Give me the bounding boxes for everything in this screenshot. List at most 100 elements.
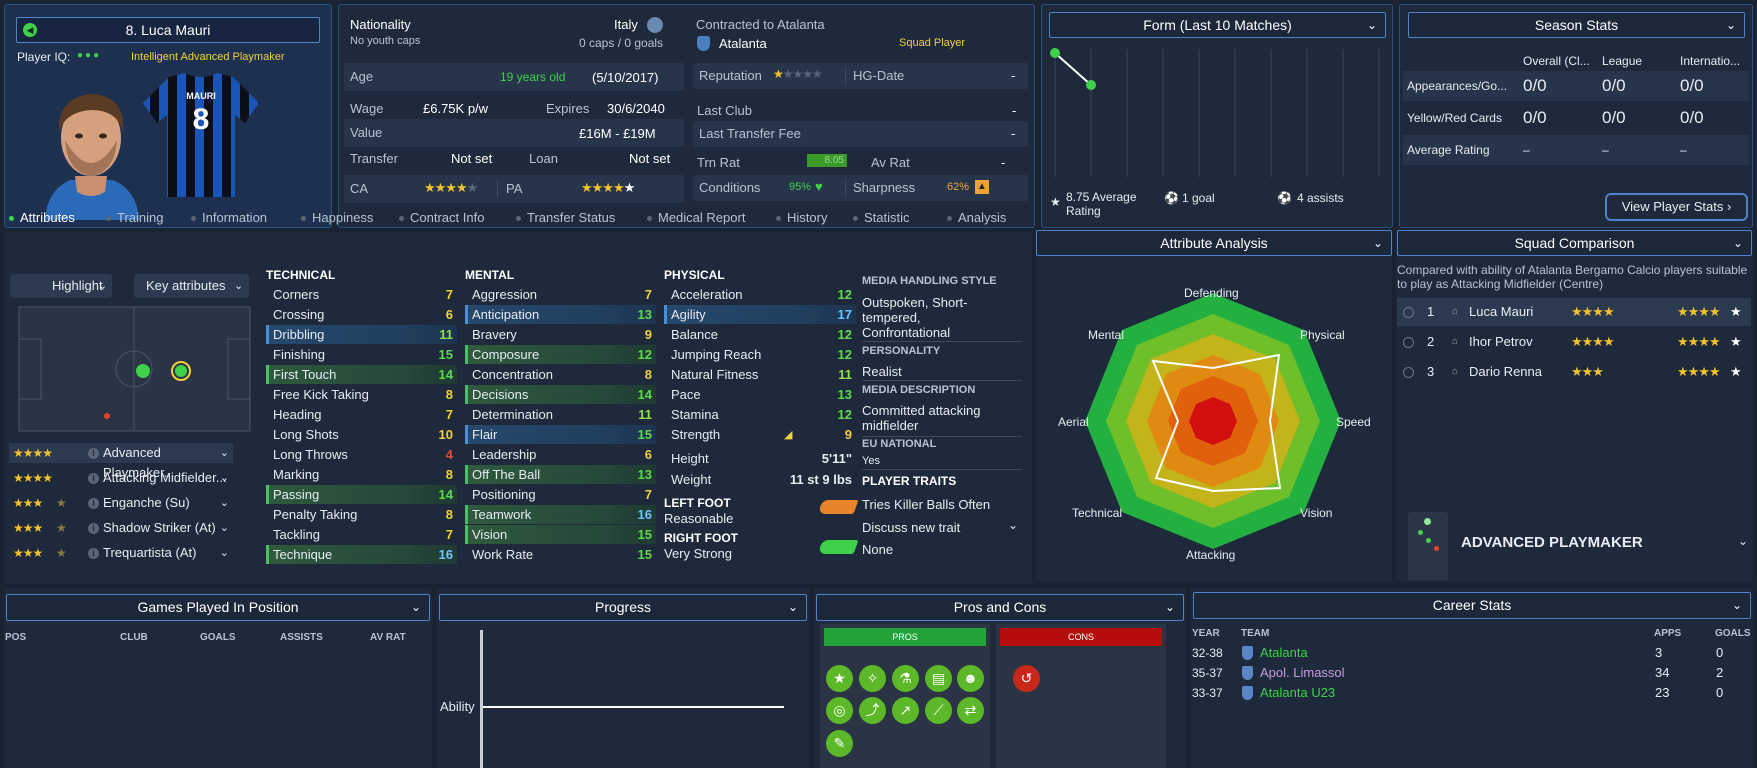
squad-row[interactable]: 1 ⌂ Luca Mauri ★★★★ ★★★★ ★ bbox=[1397, 298, 1751, 326]
highlight-dropdown[interactable]: Highlight ⌄ bbox=[10, 274, 112, 298]
role-half-star: ★ bbox=[56, 496, 67, 510]
attribute-name: Decisions bbox=[472, 387, 529, 402]
handshake-icon[interactable]: ⇄ bbox=[957, 697, 984, 724]
loan-value[interactable]: Not set bbox=[629, 151, 671, 166]
squad-rank: 3 bbox=[1427, 364, 1435, 379]
tab-happiness[interactable]: Happiness bbox=[301, 210, 373, 225]
mini-pitch-icon bbox=[1408, 512, 1448, 580]
tab-statistic[interactable]: Statistic bbox=[853, 210, 910, 225]
progress-dropdown[interactable]: Progress ⌄ bbox=[439, 594, 807, 621]
career-team[interactable]: Atalanta bbox=[1260, 645, 1308, 660]
flask-icon[interactable]: ⚗ bbox=[892, 665, 919, 692]
discuss-trait-button[interactable]: Discuss new trait bbox=[862, 520, 961, 535]
role-name: Enganche (Su) bbox=[103, 495, 190, 510]
tab-contract-info[interactable]: Contract Info bbox=[399, 210, 484, 225]
career-team[interactable]: Atalanta U23 bbox=[1260, 685, 1336, 700]
pass-icon[interactable]: ⟋ bbox=[925, 697, 952, 724]
tab-information[interactable]: Information bbox=[191, 210, 267, 225]
radio-icon[interactable] bbox=[1403, 337, 1414, 348]
chevron-down-icon[interactable]: ⌄ bbox=[1008, 518, 1019, 532]
chevron-down-icon: ⌄ bbox=[1164, 600, 1175, 614]
career-stats-dropdown[interactable]: Career Stats ⌄ bbox=[1193, 592, 1751, 619]
games-played-dropdown[interactable]: Games Played In Position ⌄ bbox=[6, 594, 430, 621]
squad-comparison-desc: Compared with ability of Atalanta Bergam… bbox=[1397, 263, 1748, 291]
attribute-value: 7 bbox=[445, 407, 453, 422]
injury-icon[interactable]: ↺ bbox=[1013, 665, 1040, 692]
squad-player-name[interactable]: Luca Mauri bbox=[1469, 304, 1534, 319]
season-dropdown[interactable]: Season Stats ⌄ bbox=[1408, 12, 1745, 38]
squad-comparison-dropdown[interactable]: Squad Comparison ⌄ bbox=[1397, 230, 1752, 256]
pros-cons-dropdown[interactable]: Pros and Cons ⌄ bbox=[816, 594, 1184, 621]
info-icon[interactable]: i bbox=[88, 548, 99, 559]
squad-row[interactable]: 3 ⌂ Dario Renna ★★★ ★★★★ ★ bbox=[1397, 358, 1751, 386]
tab-analysis[interactable]: Analysis bbox=[947, 210, 1006, 225]
info-icon[interactable]: i bbox=[88, 448, 99, 459]
trait-item: Tries Killer Balls Often bbox=[862, 497, 991, 512]
career-team[interactable]: Apol. Limassol bbox=[1260, 665, 1345, 680]
back-icon[interactable]: ◀ bbox=[23, 23, 37, 37]
tab-attributes[interactable]: Attributes bbox=[9, 210, 75, 225]
tactics-board-icon[interactable]: ▤ bbox=[925, 665, 952, 692]
pa-stars: ★★★★★ bbox=[581, 180, 635, 195]
attribute-row: Acceleration 12 bbox=[664, 285, 856, 304]
radio-icon[interactable] bbox=[1403, 307, 1414, 318]
tab-history[interactable]: History bbox=[776, 210, 827, 225]
value-row: Value £16M - £19M bbox=[344, 119, 684, 147]
tab-training[interactable]: Training bbox=[106, 210, 163, 225]
chevron-down-icon[interactable]: ⌄ bbox=[219, 497, 229, 509]
attribute-name: Passing bbox=[273, 487, 320, 502]
role-item[interactable]: ★★★ ★ i Shadow Striker (At) ⌄ bbox=[9, 518, 233, 538]
attribute-analysis-dropdown[interactable]: Attribute Analysis ⌄ bbox=[1036, 230, 1392, 256]
squad-player-name[interactable]: Ihor Petrov bbox=[1469, 334, 1533, 349]
key-attributes-dropdown[interactable]: Key attributes ⌄ bbox=[134, 274, 249, 298]
attribute-row: Dribbling 11 bbox=[266, 325, 457, 344]
chevron-down-icon: ⌄ bbox=[98, 280, 108, 292]
star-trait-icon[interactable]: ★ bbox=[826, 665, 853, 692]
squad-row[interactable]: 2 ⌂ Ihor Petrov ★★★★ ★★★★ ★ bbox=[1397, 328, 1751, 356]
role-item[interactable]: ★★★ ★ i Enganche (Su) ⌄ bbox=[9, 493, 233, 513]
notes-icon[interactable]: ✎ bbox=[826, 730, 853, 757]
form-dropdown[interactable]: Form (Last 10 Matches) ⌄ bbox=[1049, 12, 1386, 38]
chevron-down-icon[interactable]: ⌄ bbox=[219, 447, 229, 459]
season-value: 0/0 bbox=[1680, 76, 1704, 95]
squad-pa-stars: ★★★★ bbox=[1677, 334, 1721, 349]
info-icon[interactable]: i bbox=[88, 523, 99, 534]
info-icon[interactable]: i bbox=[88, 498, 99, 509]
radar-label-defending: Defending bbox=[1184, 286, 1239, 300]
role-name: Attacking Midfielder... bbox=[103, 470, 227, 485]
tricks-icon[interactable]: ✧ bbox=[859, 665, 886, 692]
progress-axis bbox=[480, 630, 483, 768]
role-item[interactable]: ★★★ ★ i Trequartista (At) ⌄ bbox=[9, 543, 233, 563]
sharpness-up-icon: ▲ bbox=[975, 180, 989, 194]
club-badge-icon bbox=[697, 36, 710, 51]
info-panel: Nationality No youth caps Italy 0 caps /… bbox=[338, 4, 1035, 228]
ball-curve-icon[interactable]: ⤴ bbox=[859, 697, 886, 724]
attribute-value: 8 bbox=[445, 467, 453, 482]
radio-icon[interactable] bbox=[1403, 367, 1414, 378]
club-name[interactable]: Atalanta bbox=[719, 36, 767, 51]
head-icon[interactable]: ☻ bbox=[957, 665, 984, 692]
chevron-down-icon[interactable]: ⌄ bbox=[1738, 534, 1749, 548]
chevron-down-icon[interactable]: ⌄ bbox=[219, 522, 229, 534]
role-item[interactable]: ★★★★ i Attacking Midfielder... ⌄ bbox=[9, 468, 233, 488]
rep-divider bbox=[845, 66, 846, 86]
target-icon[interactable]: ◎ bbox=[826, 697, 853, 724]
tab-transfer-status[interactable]: Transfer Status bbox=[516, 210, 615, 225]
attribute-value: 7 bbox=[445, 287, 453, 302]
attribute-row: Heading 7 bbox=[266, 405, 457, 424]
chevron-down-icon[interactable]: ⌄ bbox=[219, 472, 229, 484]
expires-value: 30/6/2040 bbox=[607, 101, 665, 116]
chevron-down-icon[interactable]: ⌄ bbox=[219, 547, 229, 559]
squad-player-name[interactable]: Dario Renna bbox=[1469, 364, 1542, 379]
info-icon[interactable]: i bbox=[88, 473, 99, 484]
transfer-value[interactable]: Not set bbox=[451, 151, 493, 166]
trend-up-icon[interactable]: ↗ bbox=[892, 697, 919, 724]
career-apps: 3 bbox=[1655, 645, 1663, 660]
tab-medical-report[interactable]: Medical Report bbox=[647, 210, 745, 225]
form-average: 8.75 Average Rating bbox=[1066, 190, 1137, 218]
view-player-stats-button[interactable]: View Player Stats › bbox=[1605, 193, 1748, 221]
role-item[interactable]: ★★★★ i Advanced Playmaker... ⌄ bbox=[9, 443, 233, 480]
attribute-name: Work Rate bbox=[472, 547, 534, 562]
attribute-row: Work Rate 15 bbox=[465, 545, 656, 564]
career-year: 35-37 bbox=[1192, 666, 1223, 680]
